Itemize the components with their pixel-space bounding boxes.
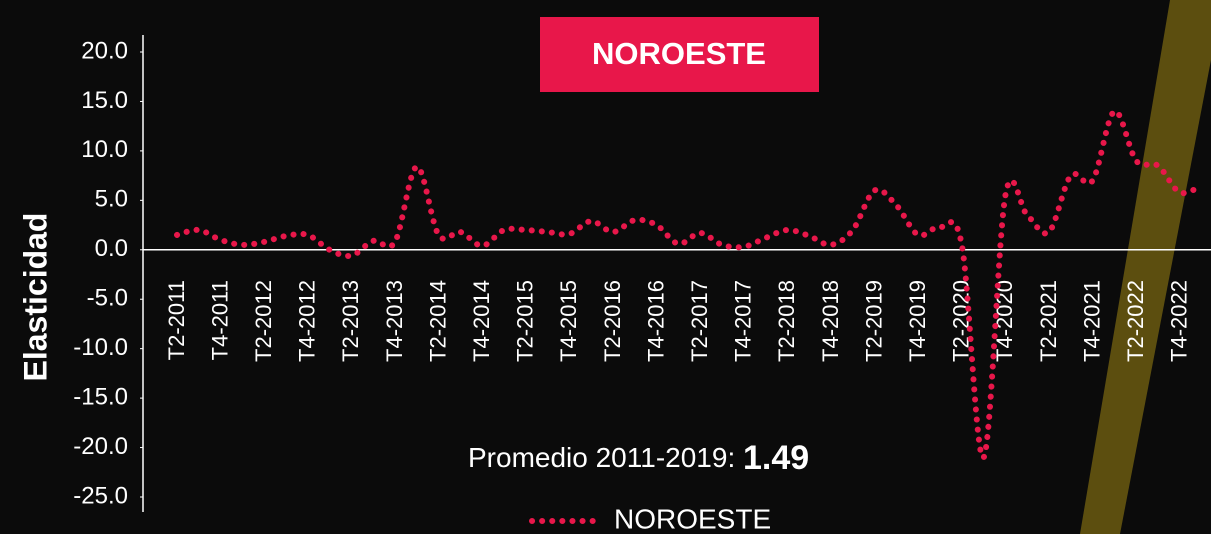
x-tick-label: T4-2018 [818, 280, 843, 362]
x-tick-label: T4-2022 [1167, 280, 1192, 362]
x-tick-label: T2-2011 [164, 280, 189, 360]
x-tick-label: T2-2022 [1123, 280, 1148, 362]
x-tick-label: T4-2020 [992, 280, 1017, 362]
y-tick-label: 5.0 [95, 186, 128, 213]
y-tick-label: -5.0 [87, 285, 128, 312]
y-axis-label: Elasticidad [17, 213, 53, 382]
x-tick-label: T4-2015 [556, 280, 581, 362]
x-tick-label: T4-2019 [905, 280, 930, 362]
y-tick-label: 10.0 [81, 136, 128, 163]
x-tick-label: T2-2014 [425, 280, 450, 362]
y-tick-label: -20.0 [73, 433, 128, 460]
x-tick-label: T4-2021 [1079, 280, 1104, 362]
y-tick-label: 15.0 [81, 87, 128, 114]
y-tick-label: -25.0 [73, 482, 128, 509]
annotation-label: Promedio 2011-2019: [468, 442, 735, 473]
x-tick-label: T2-2016 [600, 280, 625, 362]
x-tick-label: T2-2018 [774, 280, 799, 362]
x-tick-label: T2-2012 [251, 280, 276, 362]
legend-label: NOROESTE [614, 503, 771, 534]
background-stripe [1080, 0, 1211, 534]
y-tick-label: -15.0 [73, 383, 128, 410]
x-tick-label: T4-2017 [731, 280, 756, 362]
x-tick-label: T2-2013 [338, 280, 363, 362]
x-tick-label: T4-2013 [382, 280, 407, 362]
x-tick-label: T2-2021 [1036, 280, 1061, 362]
x-tick-label: T4-2012 [295, 280, 320, 362]
annotation-value: 1.49 [743, 439, 809, 477]
y-tick-label: -10.0 [73, 334, 128, 361]
y-tick-label: 0.0 [95, 235, 128, 262]
chart-title: NOROESTE [592, 36, 766, 71]
x-tick-label: T2-2015 [513, 280, 538, 362]
title-box [540, 17, 819, 92]
annotation: Promedio 2011-2019: 1.49 [468, 439, 809, 477]
x-tick-label: T4-2014 [469, 280, 494, 362]
x-tick-label: T2-2017 [687, 280, 712, 362]
x-tick-label: T4-2011 [207, 280, 232, 360]
x-tick-label: T4-2016 [643, 280, 668, 362]
line [174, 108, 1205, 461]
y-tick-label: 20.0 [81, 37, 128, 64]
x-tick-label: T2-2019 [861, 280, 886, 362]
